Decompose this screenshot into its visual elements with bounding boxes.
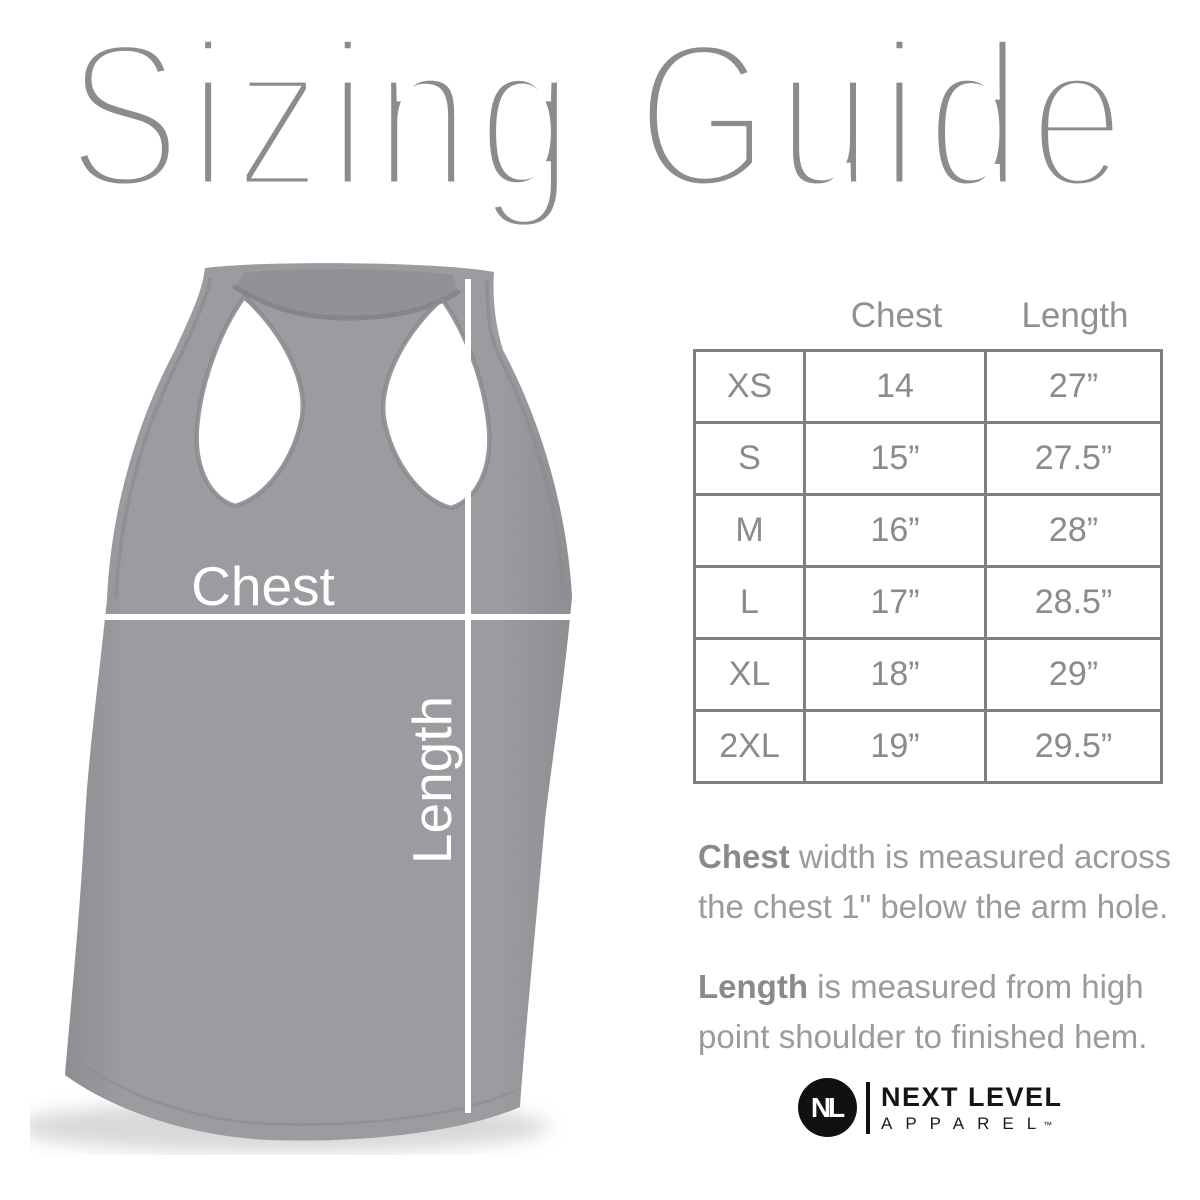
note-chest-text: width is measured across the chest 1" be… xyxy=(698,838,1172,926)
size-table: Chest Length XS 14 27” S 15” 27.5” M 16”… xyxy=(693,296,1163,784)
size-cell: XL xyxy=(696,640,806,712)
brand-wordmark: NEXT LEVEL APPAREL™ xyxy=(881,1081,1063,1132)
chest-label: Chest xyxy=(191,555,335,617)
length-label: Length xyxy=(401,696,463,864)
size-cell: XS xyxy=(696,352,806,424)
length-cell: 27.5” xyxy=(987,424,1160,496)
column-header-length: Length xyxy=(1021,296,1129,335)
length-cell: 29.5” xyxy=(987,712,1160,781)
chest-cell: 18” xyxy=(806,640,987,712)
size-table-header: Chest Length xyxy=(693,296,1163,336)
hem-stitch xyxy=(72,1055,516,1126)
right-armhole-binding xyxy=(485,279,565,597)
chest-cell: 16” xyxy=(806,496,987,568)
note-chest-lead: Chest xyxy=(698,838,790,875)
length-cell: 29” xyxy=(987,640,1160,712)
heather-texture xyxy=(65,263,572,1141)
left-keyhole-seam xyxy=(194,293,306,509)
chest-cell: 14 xyxy=(806,352,987,424)
size-cell: M xyxy=(696,496,806,568)
back-neck-seam xyxy=(232,284,461,321)
note-length-text: is measured from high point shoulder to … xyxy=(698,968,1148,1056)
note-length-lead: Length xyxy=(698,968,808,1006)
size-table-body: XS 14 27” S 15” 27.5” M 16” 28” L 17” 28… xyxy=(693,349,1163,784)
brand-logo: NL NEXT LEVEL APPAREL™ xyxy=(798,1078,1063,1137)
size-cell: S xyxy=(696,424,806,496)
length-cell: 27” xyxy=(987,352,1160,424)
length-cell: 28.5” xyxy=(987,568,1160,640)
column-header-chest: Chest xyxy=(850,296,943,335)
chest-cell: 19” xyxy=(806,712,987,781)
corner-spacer xyxy=(693,296,806,336)
chest-cell: 17” xyxy=(806,568,987,640)
chest-cell: 15” xyxy=(806,424,987,496)
nl-monogram: NL xyxy=(798,1078,857,1137)
size-cell: L xyxy=(696,568,806,640)
measurement-notes: Chest width is measured across the chest… xyxy=(698,832,1190,1093)
brand-name: NEXT LEVEL xyxy=(881,1081,1063,1112)
brand-subname: APPAREL™ xyxy=(881,1115,1063,1132)
right-keyhole-seam xyxy=(380,295,492,511)
page-title: Sizing Guide xyxy=(63,0,1133,236)
tank-top-illustration: Chest Length xyxy=(30,263,573,1153)
size-cell: 2XL xyxy=(696,712,806,781)
left-armhole-binding xyxy=(114,277,212,599)
nl-monogram-initials: NL xyxy=(810,1091,845,1123)
note-length: Length is measured from high point shoul… xyxy=(698,962,1190,1062)
trademark-symbol: ™ xyxy=(1043,1120,1053,1131)
brand-divider xyxy=(866,1081,870,1134)
brand-subname-text: APPAREL xyxy=(881,1114,1050,1134)
note-chest: Chest width is measured across the chest… xyxy=(698,832,1190,932)
length-cell: 28” xyxy=(987,496,1160,568)
